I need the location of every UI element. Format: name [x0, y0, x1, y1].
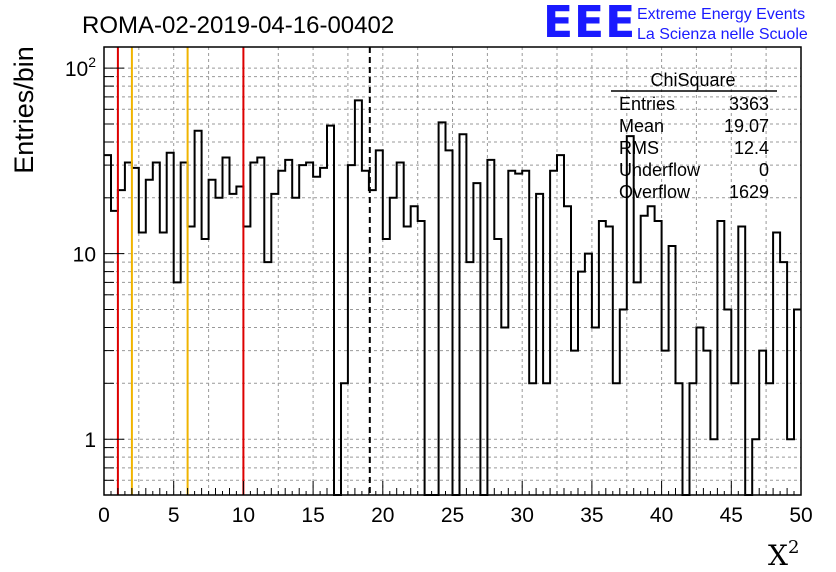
logo-mark: EEE	[543, 0, 637, 48]
stats-label: RMS	[619, 138, 659, 158]
x-axis-label-base: X	[768, 539, 788, 572]
x-tick-label: 10	[232, 504, 255, 527]
y-axis: 1 10 102	[65, 54, 124, 496]
y-axis-label: Entries/bin	[9, 46, 39, 174]
x-tick-label: 15	[301, 504, 324, 527]
chart-title: ROMA-02-2019-04-16-00402	[82, 12, 394, 39]
x-axis: 0 5 10 15 20 25 30 35 40 45 50	[98, 481, 813, 527]
stats-title: ChiSquare	[650, 70, 735, 90]
stats-value: 19.07	[724, 116, 769, 136]
x-tick-label: 50	[789, 504, 812, 527]
y-tick-label: 102	[65, 54, 96, 81]
stats-label: Underflow	[619, 160, 701, 180]
x-tick-label: 20	[371, 504, 394, 527]
y-tick-label: 10	[73, 244, 96, 267]
stats-box: ChiSquare Entries 3363 Mean 19.07 RMS 12.4 Und…	[611, 70, 777, 202]
stats-label: Mean	[619, 116, 664, 136]
x-axis-label: X2	[768, 537, 799, 572]
x-tick-label: 5	[168, 504, 180, 527]
reference-lines	[116, 47, 371, 495]
logo-line-1: Extreme Energy Events	[637, 6, 806, 23]
stats-label: Entries	[619, 94, 675, 114]
x-tick-label: 25	[441, 504, 464, 527]
stats-value: 0	[759, 160, 769, 180]
stats-label: Overflow	[619, 182, 691, 202]
stats-value: 12.4	[734, 138, 769, 158]
x-tick-label: 30	[511, 504, 534, 527]
x-tick-label: 0	[98, 504, 110, 527]
logo-caption: Extreme Energy Events La Scienza nelle S…	[637, 5, 808, 45]
logo-line-2: La Scienza nelle Scuole	[637, 26, 808, 43]
y-tick-label: 1	[84, 429, 96, 452]
x-tick-label: 40	[650, 504, 673, 527]
x-tick-label: 45	[720, 504, 743, 527]
x-tick-label: 35	[580, 504, 603, 527]
x-axis-label-exp: 2	[788, 537, 799, 558]
stats-value: 1629	[729, 182, 769, 202]
stats-value: 3363	[729, 94, 769, 114]
eee-logo: EEE Extreme Energy Events La Scienza nel…	[543, 0, 833, 48]
